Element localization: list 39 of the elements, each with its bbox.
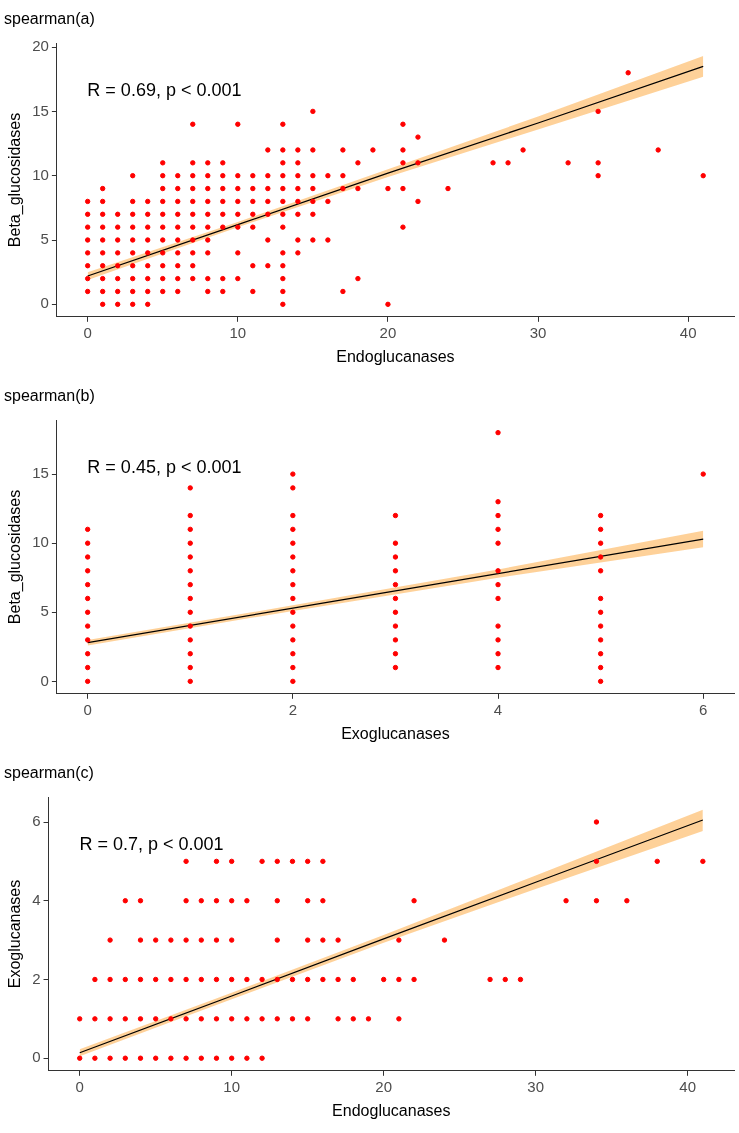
x-tick-label: 40 xyxy=(679,1077,696,1095)
x-tick-label: 10 xyxy=(223,1077,241,1095)
y-tick-label: 10 xyxy=(32,165,49,183)
x-tick-label: 10 xyxy=(229,323,247,341)
annotation: R = 0.45, p < 0.001 xyxy=(87,457,242,478)
annotation: R = 0.7, p < 0.001 xyxy=(79,834,224,855)
y-tick-label: 10 xyxy=(32,533,49,551)
y-tick-label: 15 xyxy=(32,101,49,119)
x-tick-label: 0 xyxy=(75,1077,84,1095)
y-tick-label: 0 xyxy=(32,1048,41,1066)
chart-title: spearman(b) xyxy=(4,387,95,405)
x-axis-title: Endoglucanases xyxy=(336,347,455,365)
chart-title: spearman(c) xyxy=(4,764,94,782)
x-tick-label: 20 xyxy=(379,323,397,341)
y-tick-label: 4 xyxy=(32,890,41,908)
y-axis-title: Beta_glucosidases xyxy=(6,489,25,625)
x-tick-label: 40 xyxy=(679,323,697,341)
x-axis-title: Exoglucanases xyxy=(341,724,450,742)
x-tick-label: 20 xyxy=(375,1077,393,1095)
y-axis-title: Exoglucanases xyxy=(6,879,24,989)
chart-title: spearman(a) xyxy=(4,10,95,28)
y-tick-label: 15 xyxy=(32,464,49,482)
y-tick-label: 5 xyxy=(40,230,49,248)
x-tick-label: 0 xyxy=(83,700,92,718)
x-tick-label: 6 xyxy=(699,700,708,718)
y-tick-label: 6 xyxy=(32,812,41,830)
x-tick-label: 0 xyxy=(83,323,92,341)
y-axis-title: Beta_glucosidases xyxy=(6,112,25,248)
x-tick-label: 4 xyxy=(493,700,503,718)
y-tick-label: 0 xyxy=(40,671,49,689)
y-tick-label: 5 xyxy=(40,602,49,620)
y-tick-label: 20 xyxy=(32,37,49,55)
y-tick-label: 2 xyxy=(32,969,41,987)
annotation: R = 0.69, p < 0.001 xyxy=(87,80,242,101)
x-tick-label: 30 xyxy=(527,1077,544,1095)
x-axis-title: Endoglucanases xyxy=(332,1101,451,1119)
y-tick-label: 0 xyxy=(40,294,49,312)
x-tick-label: 2 xyxy=(288,700,298,718)
x-tick-label: 30 xyxy=(529,323,547,341)
